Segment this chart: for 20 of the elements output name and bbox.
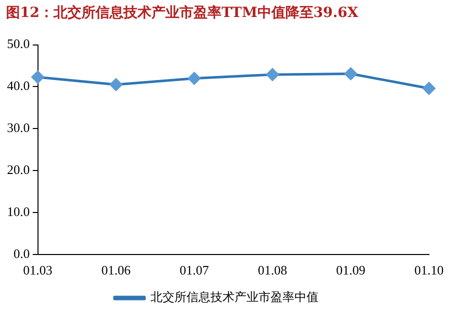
x-tick-label: 01.07 <box>180 262 210 278</box>
point <box>266 68 279 81</box>
y-tick-label: 50.0 <box>7 36 30 52</box>
point <box>344 67 357 80</box>
y-tick-label: 30.0 <box>7 120 30 136</box>
point <box>32 70 44 84</box>
x-tick-label: 01.10 <box>414 262 444 278</box>
y-tick-label: 40.0 <box>7 78 30 94</box>
y-tick-label: 20.0 <box>7 162 30 177</box>
point <box>422 82 436 95</box>
chart-title: 图12：北交所信息技术产业市盈率TTM中值降至39.6X <box>6 4 360 22</box>
x-tick-label: 01.03 <box>23 262 52 278</box>
y-tick-label: 10.0 <box>7 204 30 219</box>
legend-label: 北交所信息技术产业市盈率中值 <box>150 290 318 304</box>
point <box>188 72 200 85</box>
x-tick-label: 01.06 <box>101 262 132 278</box>
x-tick-label: 01.08 <box>258 262 288 278</box>
point <box>110 78 122 91</box>
x-tick-label: 01.09 <box>336 262 366 278</box>
y-tick-label: 0.0 <box>14 246 30 261</box>
